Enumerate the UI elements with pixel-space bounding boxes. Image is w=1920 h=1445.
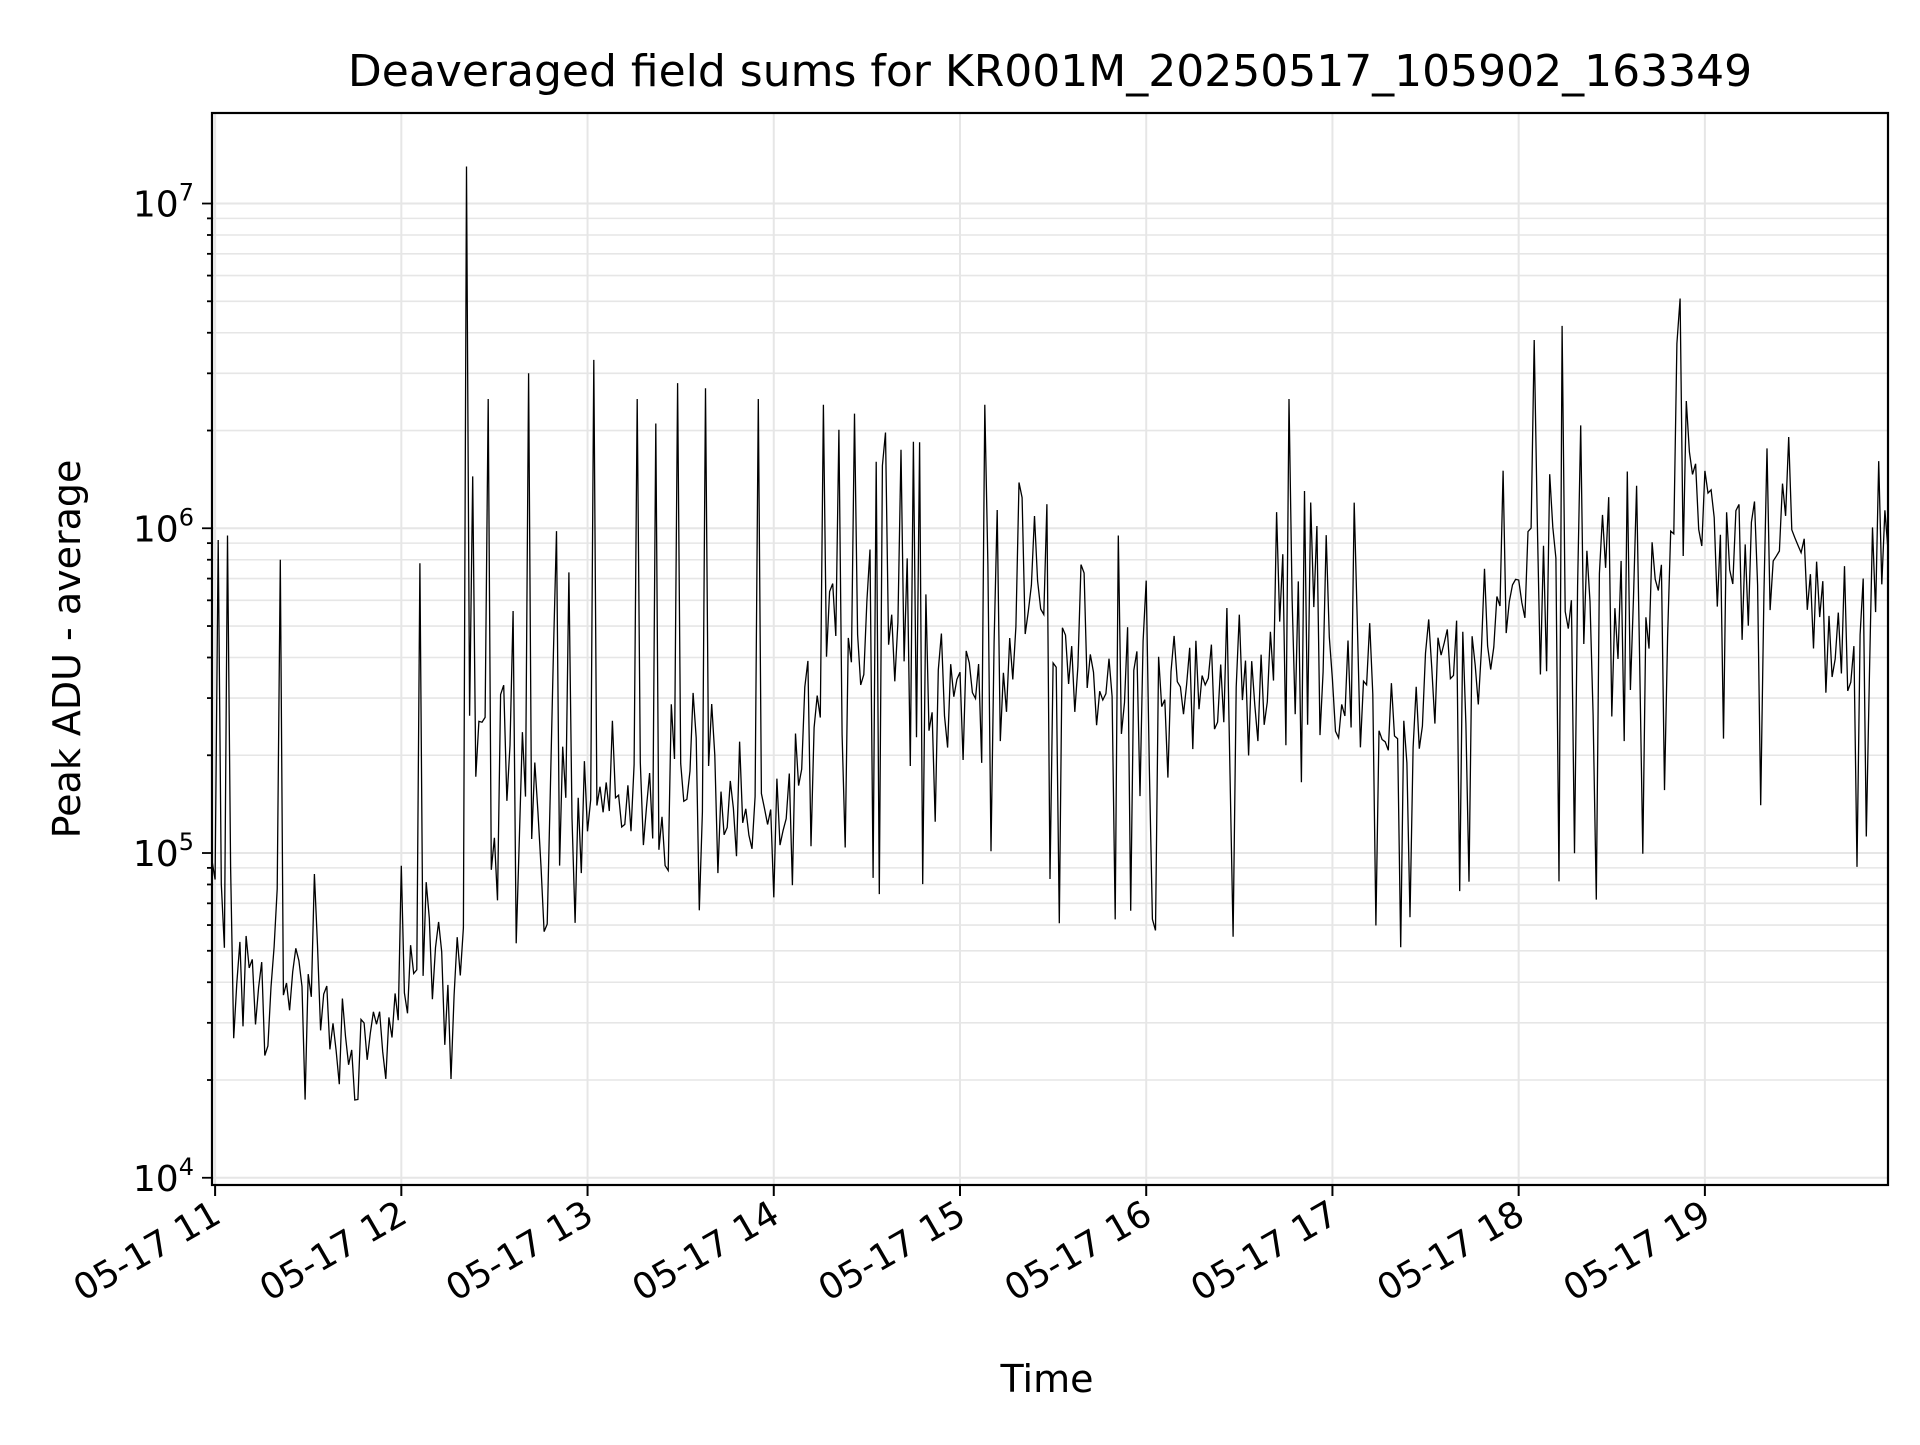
y-tick-exponent: 6 xyxy=(179,503,194,531)
y-tick-exponent: 5 xyxy=(179,828,194,856)
chart-title: Deaveraged field sums for KR001M_2025051… xyxy=(348,46,1752,97)
x-axis-label: Time xyxy=(1000,1357,1094,1401)
series-line xyxy=(211,166,1889,1101)
y-tick-label: 104 xyxy=(133,1153,194,1200)
y-tick-exponent: 4 xyxy=(179,1153,194,1181)
y-tick-base: 10 xyxy=(133,1159,179,1200)
y-tick-exponent: 7 xyxy=(179,179,194,207)
y-tick-label: 105 xyxy=(133,828,194,875)
y-tick-label: 106 xyxy=(133,503,194,550)
y-axis-label: Peak ADU - average xyxy=(45,460,89,839)
y-tick-base: 10 xyxy=(133,834,179,875)
y-tick-base: 10 xyxy=(133,185,179,226)
y-tick-label: 107 xyxy=(133,179,194,226)
y-tick-base: 10 xyxy=(133,509,179,550)
plot-area xyxy=(211,166,1889,1101)
axes-frame xyxy=(210,111,1890,1187)
